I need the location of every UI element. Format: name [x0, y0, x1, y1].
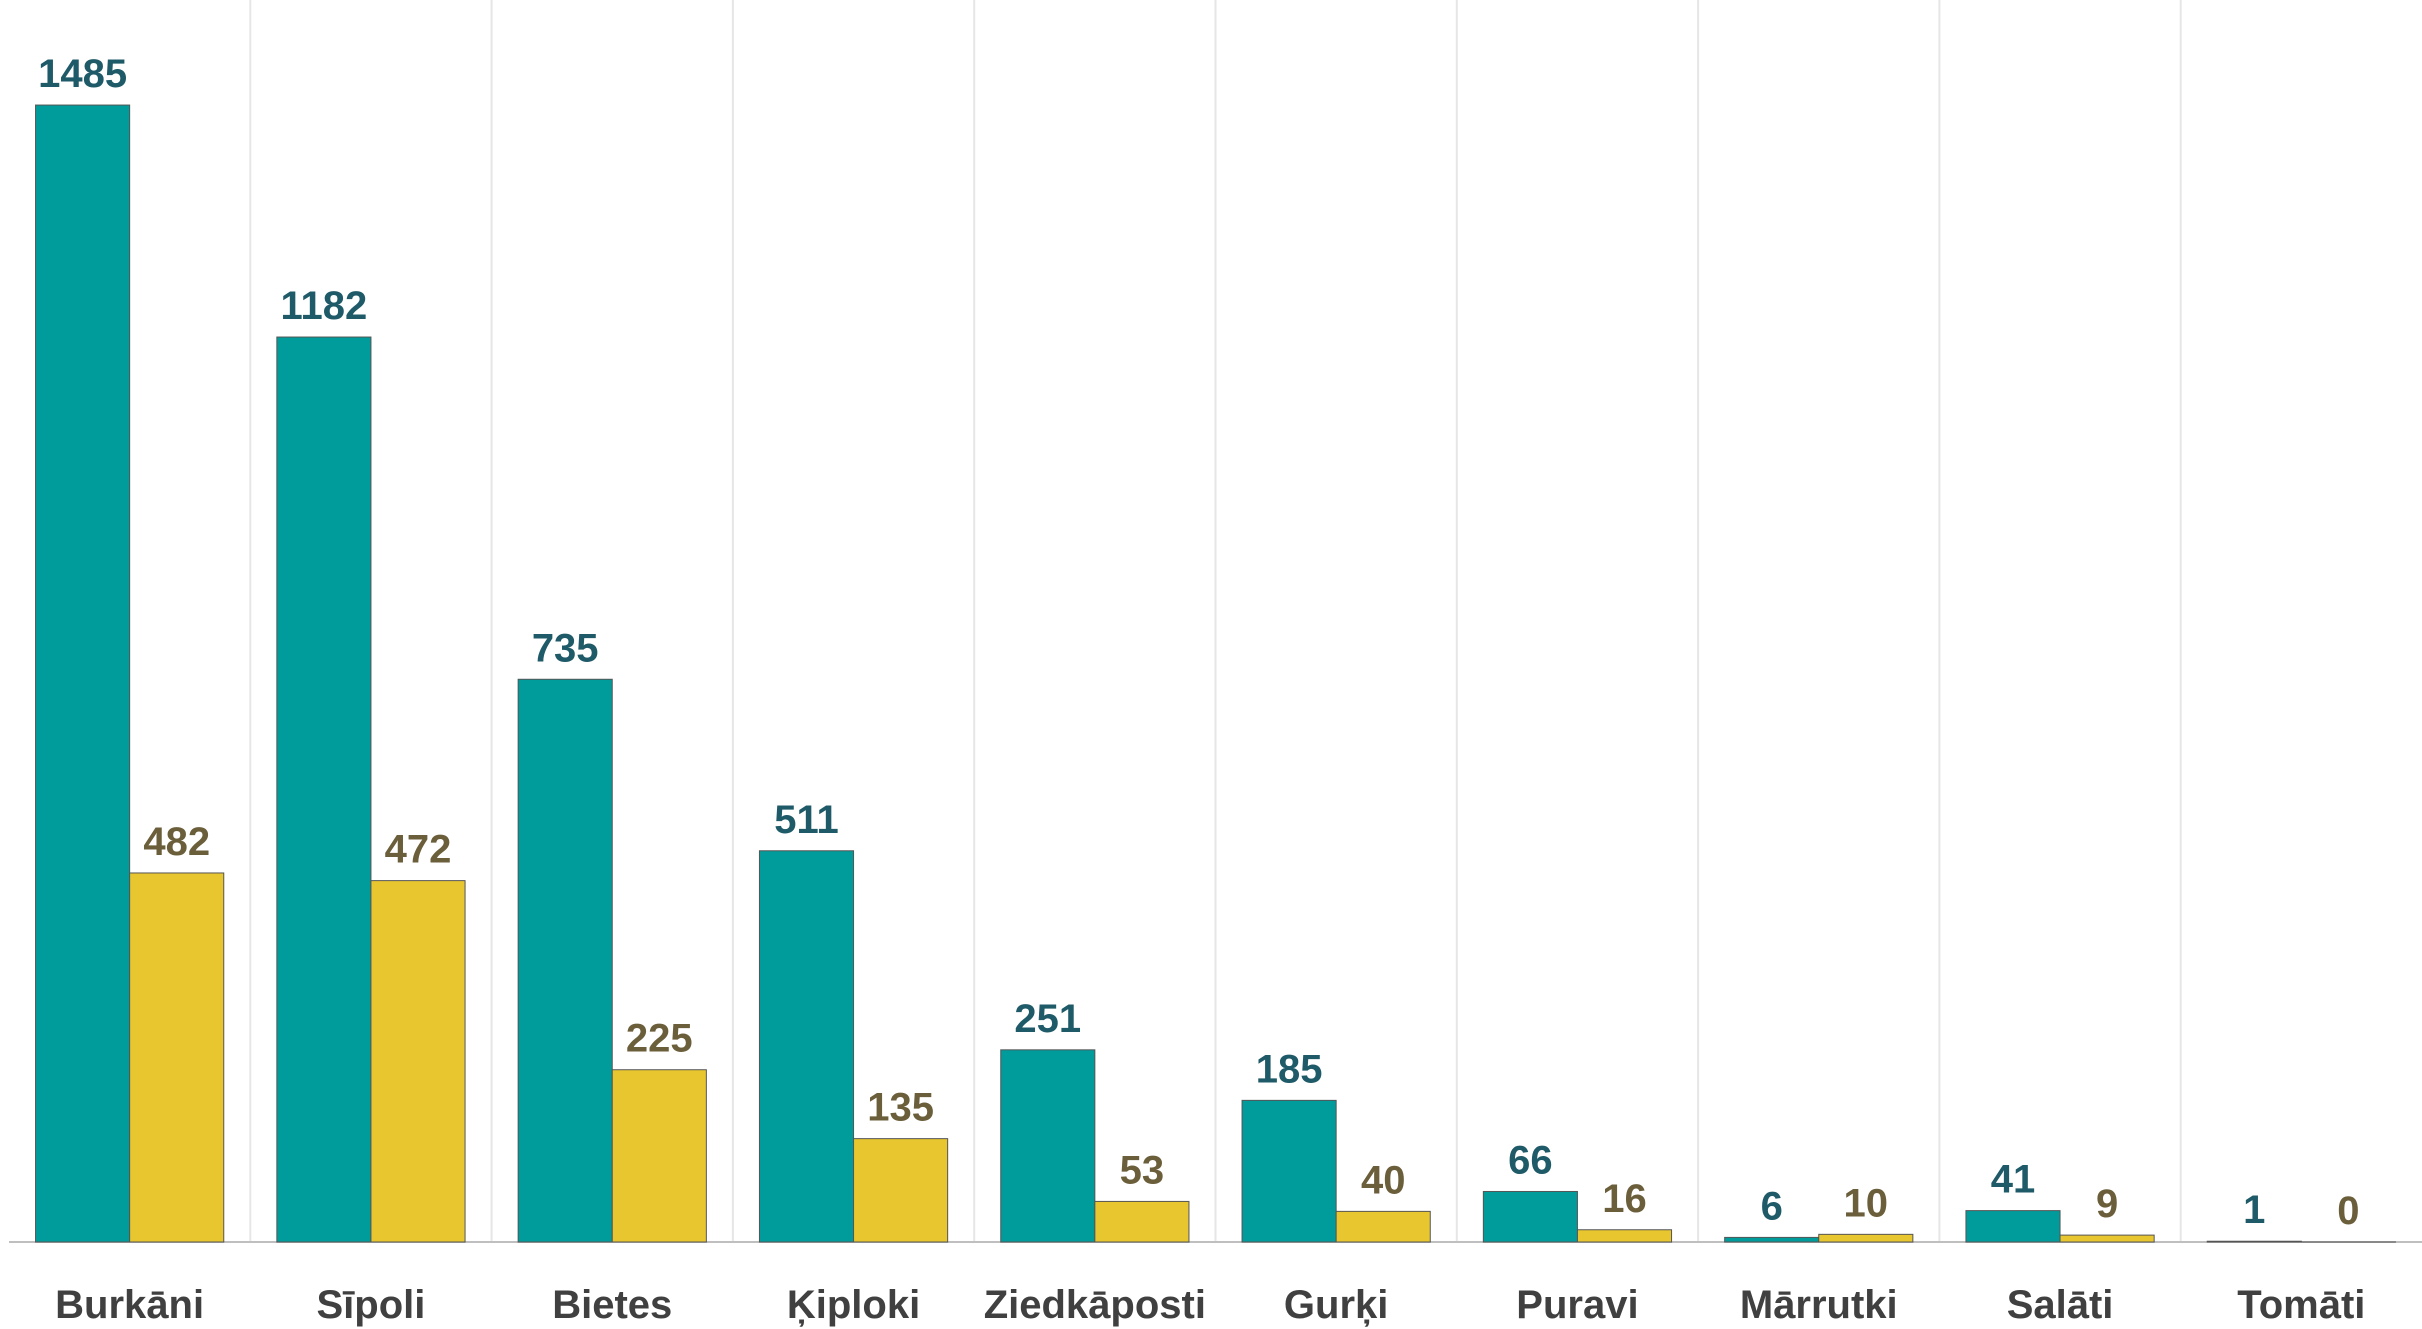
x-tick-label: Puravi — [1516, 1283, 1638, 1327]
data-label: 1 — [2243, 1188, 2265, 1232]
bar — [2206, 1240, 2302, 1243]
bar — [517, 678, 613, 1243]
data-label: 16 — [1602, 1177, 1647, 1221]
bar — [1482, 1190, 1578, 1243]
data-label: 0 — [2337, 1189, 2359, 1233]
data-label: 40 — [1361, 1158, 1406, 1202]
x-tick-label: Mārrutki — [1740, 1283, 1898, 1327]
data-label: 135 — [867, 1086, 934, 1130]
x-tick-label: Gurķi — [1284, 1283, 1388, 1327]
data-label: 511 — [774, 798, 839, 842]
data-label: 6 — [1761, 1184, 1783, 1228]
x-tick-label: Sīpoli — [317, 1283, 426, 1327]
bar — [1335, 1210, 1431, 1243]
data-label: 66 — [1508, 1138, 1553, 1182]
x-tick-label: Salāti — [2007, 1283, 2114, 1327]
bar — [129, 872, 225, 1243]
data-label: 41 — [1991, 1158, 2036, 1202]
bar — [1724, 1236, 1820, 1243]
data-label: 482 — [143, 820, 210, 864]
data-label: 1182 — [281, 284, 368, 328]
bar — [35, 104, 131, 1243]
data-label: 251 — [1014, 997, 1081, 1041]
x-tick-label: Tomāti — [2237, 1283, 2365, 1327]
data-label: 10 — [1844, 1181, 1889, 1225]
bar — [1241, 1099, 1337, 1243]
bar — [2059, 1234, 2155, 1243]
bar — [853, 1138, 949, 1243]
bar — [611, 1069, 707, 1243]
bar — [276, 336, 372, 1243]
data-label: 472 — [385, 828, 452, 872]
bar — [1576, 1229, 1673, 1243]
data-label: 185 — [1256, 1047, 1323, 1091]
bar — [758, 850, 855, 1243]
x-tick-label: Ķiploki — [787, 1283, 920, 1327]
x-tick-label: Ziedkāposti — [984, 1283, 1206, 1327]
data-label: 53 — [1120, 1148, 1165, 1192]
x-tick-label: Bietes — [552, 1283, 672, 1327]
data-label: 225 — [626, 1017, 693, 1061]
bar — [1094, 1200, 1190, 1243]
bar — [1000, 1049, 1096, 1243]
data-label: 1485 — [38, 52, 127, 96]
bar — [1965, 1210, 2061, 1243]
data-label: 735 — [532, 626, 599, 670]
x-tick-label: Burkāni — [55, 1283, 204, 1327]
data-label: 9 — [2096, 1182, 2118, 1226]
bar — [370, 880, 466, 1243]
bar — [1818, 1233, 1914, 1243]
